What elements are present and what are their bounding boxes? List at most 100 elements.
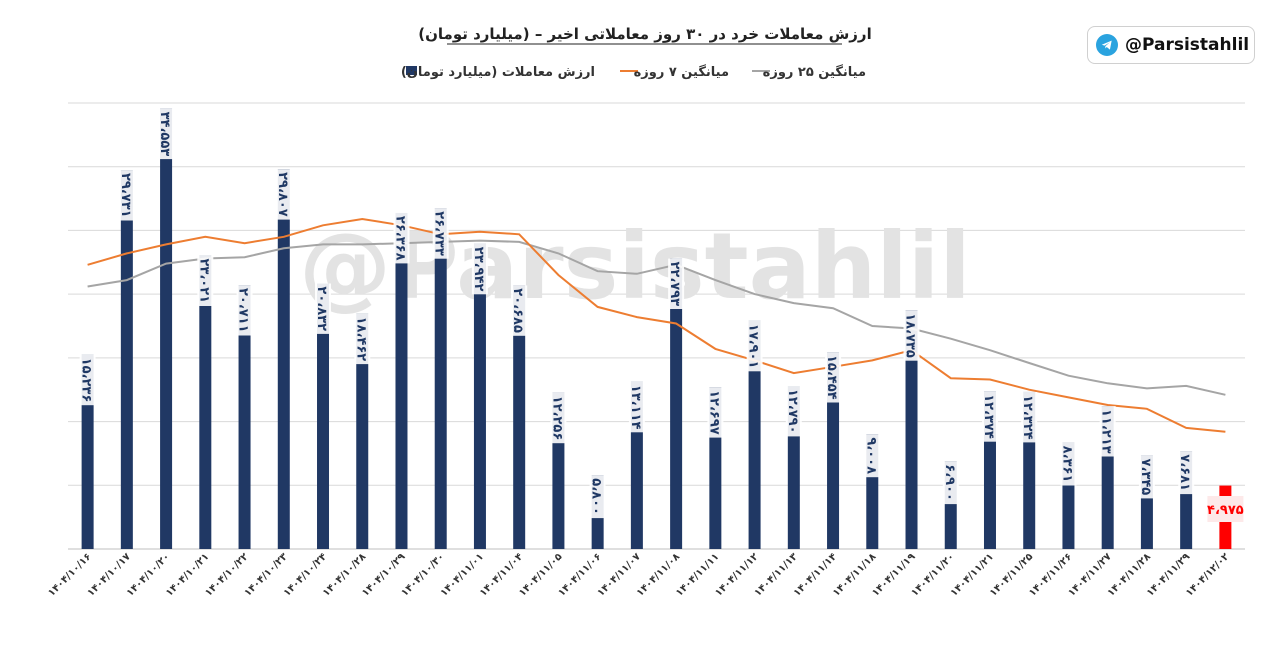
bar	[513, 285, 526, 549]
legend-label-ma25: میانگین ۲۵ روزه	[763, 64, 866, 80]
bar	[199, 255, 212, 550]
data-label: ۲۰،۸۳۲	[314, 283, 331, 334]
data-label: ۲۳،۹۴۲	[471, 243, 488, 295]
data-label-text: ۲۹،۷۳۱	[118, 173, 133, 218]
data-label-background	[982, 391, 998, 442]
data-label: ۶،۹۰۰	[942, 461, 959, 505]
data-label: ۲۰،۶۸۵	[510, 285, 528, 336]
data-label-text: ۷،۶۸۱	[1177, 454, 1192, 491]
data-label-background	[864, 434, 881, 478]
chart-subtitle: (میلیارد تومان)	[418, 25, 529, 43]
telegram-icon	[1096, 34, 1118, 56]
data-label-text: ۲۰،۶۸۵	[510, 288, 525, 333]
data-label-background	[550, 392, 567, 444]
data-label-background	[746, 320, 763, 372]
data-label-background	[432, 208, 449, 259]
bar	[356, 313, 369, 549]
data-label-background	[785, 386, 802, 437]
bar	[395, 212, 408, 549]
series-line-ma7	[87, 217, 1226, 433]
legend-label-ma7: میانگین ۷ روزه	[634, 64, 729, 80]
data-label-background	[1178, 451, 1195, 495]
data-label-text: ۱۲،۳۲۴	[1020, 395, 1035, 440]
data-label: ۲۶،۷۳۳	[432, 208, 449, 259]
series-line-ma25	[87, 239, 1226, 396]
data-label: ۱۵،۲۳۶	[79, 354, 96, 406]
data-label-text: ۲۳،۹۴۲	[471, 247, 486, 292]
data-label-text: ۴،۹۷۵	[1207, 503, 1244, 518]
data-label-text: ۲۶،۷۳۳	[432, 211, 447, 256]
data-label-text: ۲۲،۷۹۳	[667, 261, 682, 306]
data-label: ۲۶،۳۶۸	[393, 212, 410, 264]
data-label-text: ۱۵،۲۳۶	[79, 358, 94, 403]
data-label: ۱۲،۷۹۰	[785, 386, 802, 437]
data-label-text: ۹،۰۰۸	[863, 437, 878, 474]
data-label-background	[236, 285, 253, 336]
data-label-background	[1021, 392, 1038, 443]
data-label-background	[79, 354, 96, 406]
data-label-background	[1099, 406, 1116, 457]
data-label-text: ۱۵،۴۵۴	[824, 355, 839, 400]
data-label-background	[903, 310, 920, 361]
data-label-text: ۲۰،۷۱۱	[236, 288, 251, 333]
data-label-background	[275, 169, 292, 220]
data-label: ۵،۸۰۰	[589, 475, 606, 519]
data-label-text: ۲۰،۸۳۲	[314, 286, 329, 331]
data-label: ۲۲،۷۹۳	[667, 258, 685, 309]
data-label: ۱۲،۳۲۴	[1020, 392, 1038, 443]
data-label-text: ۲۳،۰۲۱	[196, 258, 211, 303]
legend: ارزش معاملات (میلیارد تومان) میانگین ۷ رو…	[401, 64, 866, 80]
data-label-background	[158, 108, 175, 160]
data-label-text: ۲۶،۳۶۸	[393, 216, 408, 261]
data-label-text: ۱۷،۹۰۱	[746, 324, 761, 369]
data-label: ۱۸،۴۶۲	[353, 313, 371, 365]
data-label-text: ۳۴،۵۵۳	[157, 112, 172, 157]
data-label-background	[1060, 442, 1077, 486]
data-label-text: ۱۳،۱۱۴	[628, 385, 643, 430]
data-label-background	[315, 283, 331, 334]
data-label-text: ۶،۹۰۰	[942, 464, 957, 501]
data-label-background	[118, 170, 135, 221]
data-label: ۲۰،۷۱۱	[236, 285, 253, 336]
bar	[434, 208, 447, 549]
chart-title-main: ارزش معاملات خرد در ۳۰ روز معاملاتی اخیر	[547, 25, 872, 43]
data-label-text: ۱۲،۶۹۷	[706, 390, 721, 435]
data-label-background	[707, 387, 724, 438]
data-label-background	[471, 243, 488, 295]
data-label: ۳۴،۵۵۳	[157, 108, 175, 160]
data-label-text: ۱۸،۷۳۵	[903, 313, 918, 358]
data-label-text: ۷،۳۴۵	[1138, 459, 1153, 496]
data-label: ۲۹،۷۳۱	[118, 170, 135, 221]
bars	[81, 108, 1232, 550]
data-label-text: ۲۹،۸۰۷	[275, 172, 290, 217]
data-label: ۷،۶۸۱	[1177, 451, 1195, 495]
bar	[473, 243, 486, 549]
chart-title-sep: –	[530, 25, 548, 43]
data-label-background	[942, 461, 959, 505]
bar	[748, 320, 761, 549]
data-label-text: ۱۱،۲۱۳	[1099, 409, 1114, 454]
legend-label-bars: ارزش معاملات (میلیارد تومان)	[401, 65, 595, 80]
data-label: ۱۳،۱۱۴	[628, 381, 645, 433]
data-label: ۱۷،۹۰۱	[746, 320, 763, 372]
telegram-handle-badge[interactable]: @Parsistahlil	[1087, 26, 1255, 64]
data-label-text: ۱۲،۷۹۰	[785, 389, 800, 434]
data-label: ۲۹،۸۰۷	[275, 169, 292, 220]
bar	[238, 285, 251, 549]
data-label: ۹،۰۰۸	[863, 434, 881, 478]
data-label: ۱۵،۴۵۴	[824, 352, 842, 403]
data-label-background	[354, 313, 371, 365]
data-label-background	[511, 285, 528, 336]
watermark: @Parsistahlil	[299, 213, 971, 320]
data-label-background	[825, 352, 842, 403]
data-label-text: ۱۸،۴۶۲	[353, 317, 368, 362]
data-label: ۱۲،۳۷۴	[981, 391, 998, 442]
bar	[905, 310, 918, 549]
bar	[277, 169, 290, 550]
chart-title: ارزش معاملات خرد در ۳۰ روز معاملاتی اخیر…	[418, 25, 871, 43]
data-label: ۴،۹۷۵	[1207, 496, 1244, 522]
data-label-background	[668, 258, 685, 309]
bar	[317, 283, 330, 549]
data-label-background	[393, 212, 410, 264]
